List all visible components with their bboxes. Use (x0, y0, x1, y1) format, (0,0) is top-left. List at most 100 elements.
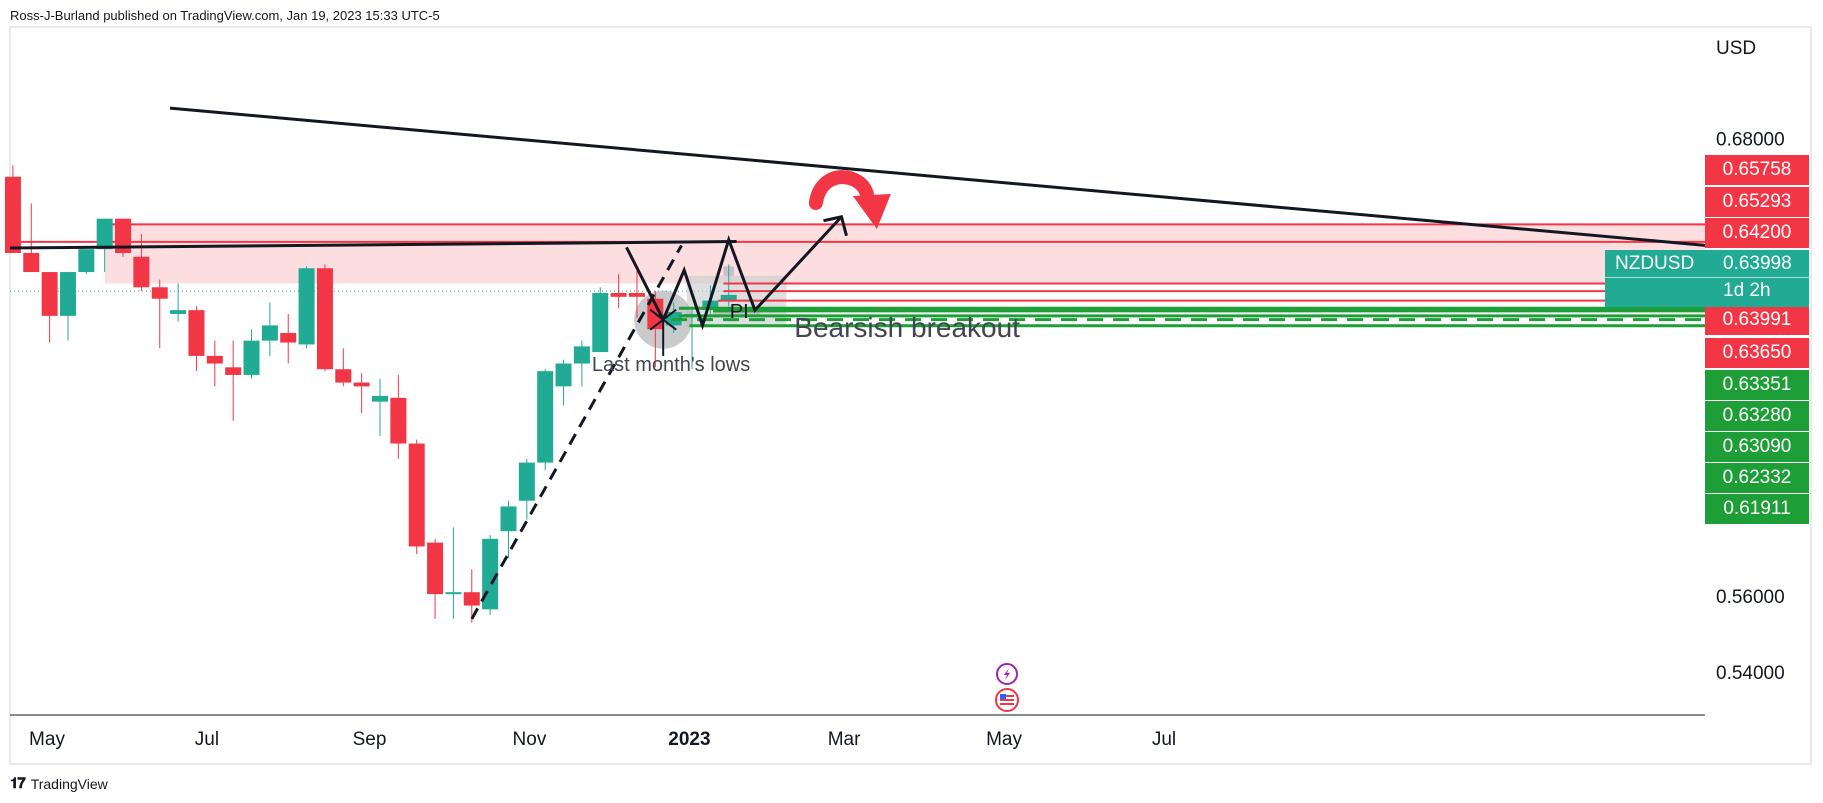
candle-body (518, 462, 535, 501)
candle-2022-04-25 (23, 203, 40, 273)
candle-2022-11-28 (592, 287, 609, 353)
dashed-uptrend-line (470, 244, 683, 620)
candle-body (170, 310, 187, 314)
candle-body (592, 293, 609, 353)
price-label-box: 0.65758 (1705, 155, 1809, 185)
candle-2022-06-27 (188, 306, 205, 372)
candle-2022-05-16 (78, 249, 95, 274)
bearish-breakout-label: Bearsish breakout (794, 312, 1020, 343)
candle-body (59, 272, 76, 316)
candle-2022-09-12 (390, 374, 407, 459)
price-label-box: 0.63280 (1705, 401, 1809, 431)
x-tick-label: Nov (513, 729, 547, 750)
candle-body (573, 346, 590, 364)
pi-box (713, 310, 761, 315)
candle-body (96, 218, 113, 250)
reversal-arrow-body (808, 170, 874, 210)
pi-label: PI (730, 301, 749, 323)
candle-2022-12-05 (610, 273, 627, 309)
candle-2022-08-22 (335, 348, 352, 387)
descending-trendline (169, 106, 1706, 247)
candle-body (115, 218, 132, 253)
last-month-low-cross-b (649, 308, 677, 331)
candle-2022-07-18 (243, 329, 260, 379)
candle-body (390, 397, 407, 444)
candle-body (243, 340, 260, 375)
projection-arrowhead (823, 214, 848, 237)
candle-2022-10-03 (445, 527, 462, 619)
tradingview-logo-icon: 𝟏𝟕 (10, 775, 26, 792)
candle-2022-12-12 (628, 270, 645, 318)
x-tick-label: 2023 (668, 729, 710, 750)
candle-2022-06-13 (151, 279, 168, 349)
candle-body (353, 382, 370, 387)
candle-body (408, 443, 425, 547)
candle-body (500, 506, 517, 532)
symbol-current-price: 0.63998 (1723, 253, 1792, 274)
x-tick-label: May (986, 729, 1022, 750)
x-tick-label: May (29, 729, 65, 750)
candle-body (555, 363, 572, 387)
candle-2022-05-09 (59, 272, 76, 341)
x-tick-label: Jul (1152, 729, 1176, 750)
candle-2022-09-05 (372, 378, 389, 436)
candle-body (280, 333, 297, 343)
candle-body (206, 355, 223, 364)
candle-body (23, 252, 40, 273)
y-tick-label: 0.68000 (1716, 130, 1785, 151)
price-label-box: 0.61911 (1705, 494, 1809, 524)
footer-brand[interactable]: 𝟏𝟕 TradingView (10, 775, 108, 792)
candle-2022-11-21 (573, 340, 590, 387)
candle-body (78, 249, 95, 273)
currency-label: USD (1716, 38, 1757, 59)
reversal-arrow-head (852, 194, 891, 229)
price-label-box: 0.62332 (1705, 463, 1809, 493)
candle-body (427, 542, 444, 595)
candle-body (261, 325, 278, 341)
price-label-box: 0.63650 (1705, 338, 1809, 368)
publisher-header: Ross-J-Burland published on TradingView.… (10, 8, 440, 23)
candle-2023-01-16 (720, 264, 737, 307)
candle-2022-07-25 (261, 302, 278, 356)
price-label-box: 0.63351 (1705, 370, 1809, 400)
candle-2022-08-08 (298, 266, 315, 349)
y-tick-label: 0.54000 (1716, 663, 1785, 684)
candle-2022-07-11 (225, 340, 242, 421)
candle-2022-08-29 (353, 373, 370, 414)
us-flag-event-icon[interactable] (995, 688, 1019, 712)
candle-body (372, 395, 389, 402)
price-label-box: 0.63991 (1705, 305, 1809, 335)
symbol-price-box[interactable]: NZDUSD 0.63998 1d 2h (1605, 250, 1809, 307)
candle-body (316, 268, 333, 370)
candle-body (463, 592, 480, 606)
candle-2022-04-18 (4, 165, 21, 253)
candle-body (628, 293, 645, 297)
candle-2022-06-06 (133, 233, 150, 292)
x-tick-label: Mar (828, 729, 861, 750)
bar-countdown: 1d 2h (1723, 280, 1771, 301)
candle-body (537, 371, 554, 463)
symbol-box-divider (1605, 277, 1809, 278)
candle-body (225, 367, 242, 375)
candle-body (335, 369, 352, 383)
candle-body (298, 268, 315, 345)
price-label-box: 0.64200 (1705, 218, 1809, 248)
y-tick-label: 0.56000 (1716, 587, 1785, 608)
candle-body (133, 256, 150, 288)
candle-body (4, 176, 21, 253)
resistance-zone (104, 224, 1706, 284)
candle-2022-06-20 (170, 283, 187, 322)
candle-2022-09-19 (408, 439, 425, 555)
candle-2022-10-24 (500, 500, 517, 558)
x-tick-label: Jul (195, 729, 219, 750)
candle-2022-08-15 (316, 264, 333, 372)
x-tick-label: Sep (353, 729, 387, 750)
neckline (9, 240, 737, 250)
candle-2022-05-23 (96, 218, 113, 273)
candle-body (702, 300, 719, 311)
chart-frame (9, 26, 1812, 765)
lightning-event-icon[interactable] (996, 663, 1018, 685)
candle-body (151, 287, 168, 299)
candle-body (610, 293, 627, 297)
